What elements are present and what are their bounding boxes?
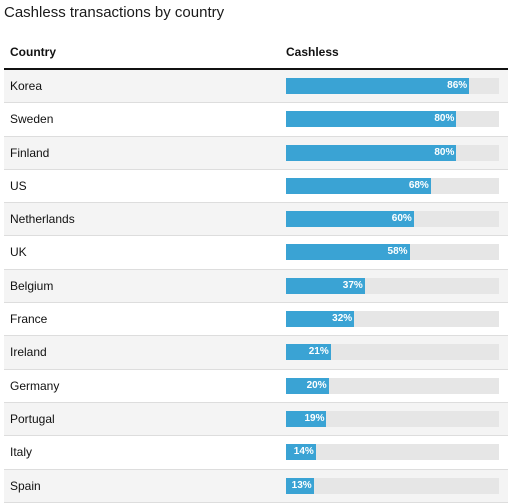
country-label: Sweden (10, 112, 54, 127)
bar-value-label: 37% (342, 279, 363, 291)
bar: 68% (286, 177, 431, 194)
bar: 19% (286, 410, 327, 427)
bar-value-label: 20% (306, 379, 327, 391)
column-header-cashless: Cashless (286, 45, 339, 59)
table-row: Korea 86% (4, 70, 508, 104)
bar: 80% (286, 111, 457, 128)
bar-track: 21% (286, 344, 499, 361)
table-row: Sweden 80% (4, 103, 508, 137)
country-label: Spain (10, 478, 41, 493)
bar-track: 20% (286, 377, 499, 394)
table-row: Spain 13% (4, 469, 508, 503)
bar: 37% (286, 277, 365, 294)
bar-value-label: 32% (332, 313, 353, 325)
country-label: Finland (10, 145, 50, 160)
bar-track: 58% (286, 244, 499, 261)
table-row: Italy 14% (4, 436, 508, 470)
bar-track: 68% (286, 177, 499, 194)
bar-value-label: 21% (308, 346, 329, 358)
bar: 13% (286, 477, 314, 494)
bar-value-label: 80% (434, 113, 455, 125)
country-label: UK (10, 245, 27, 260)
table-row: Portugal 19% (4, 402, 508, 437)
bar-value-label: 19% (304, 412, 325, 424)
bar: 86% (286, 78, 470, 94)
table-row: France 32% (4, 303, 508, 337)
bar: 14% (286, 444, 316, 461)
bar-value-label: 58% (387, 246, 408, 258)
chart-title: Cashless transactions by country (4, 4, 225, 21)
country-label: Portugal (10, 411, 55, 426)
bar-value-label: 13% (291, 479, 312, 491)
bar: 32% (286, 311, 355, 328)
bar: 21% (286, 344, 331, 361)
table-row: Ireland 21% (4, 336, 508, 370)
bar-value-label: 80% (434, 146, 455, 158)
table-row: UK 58% (4, 236, 508, 270)
bar: 20% (286, 377, 329, 394)
bar-track: 32% (286, 311, 499, 328)
bar-track: 13% (286, 477, 499, 494)
bar: 58% (286, 244, 410, 261)
country-label: US (10, 178, 27, 193)
country-label: Italy (10, 445, 33, 460)
country-label: Germany (10, 378, 60, 393)
country-label: Ireland (10, 345, 47, 360)
country-label: Netherlands (10, 212, 75, 227)
bar-value-label: 86% (447, 80, 468, 91)
bar-track: 37% (286, 277, 499, 294)
bar-track: 60% (286, 211, 499, 228)
bar-value-label: 14% (293, 446, 314, 458)
table-row: Belgium 37% (4, 269, 508, 304)
bar-track: 80% (286, 144, 499, 161)
column-header-country: Country (10, 45, 56, 59)
table-row: US 68% (4, 169, 508, 204)
table-row: Netherlands 60% (4, 203, 508, 237)
bar-value-label: 60% (391, 213, 412, 225)
country-label: France (10, 312, 48, 327)
country-label: Belgium (10, 278, 54, 293)
country-label: Korea (10, 79, 43, 93)
bar-value-label: 68% (408, 179, 429, 191)
table-header: Country Cashless (4, 36, 508, 70)
bar-track: 86% (286, 78, 499, 94)
bar-track: 14% (286, 444, 499, 461)
bar: 80% (286, 144, 457, 161)
table-row: Germany 20% (4, 369, 508, 403)
bar: 60% (286, 211, 414, 228)
table-row: Finland 80% (4, 136, 508, 170)
bar-track: 19% (286, 410, 499, 427)
table-body: Korea 86% Sweden 80% Finland 80% US 68% Netherla… (4, 70, 508, 503)
bar-track: 80% (286, 111, 499, 128)
